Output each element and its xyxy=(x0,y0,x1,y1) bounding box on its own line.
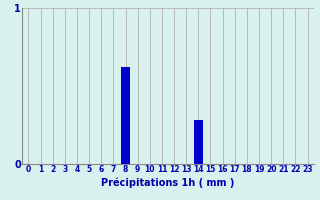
Bar xyxy=(121,67,130,164)
Bar xyxy=(194,120,203,164)
X-axis label: Précipitations 1h ( mm ): Précipitations 1h ( mm ) xyxy=(101,177,235,188)
